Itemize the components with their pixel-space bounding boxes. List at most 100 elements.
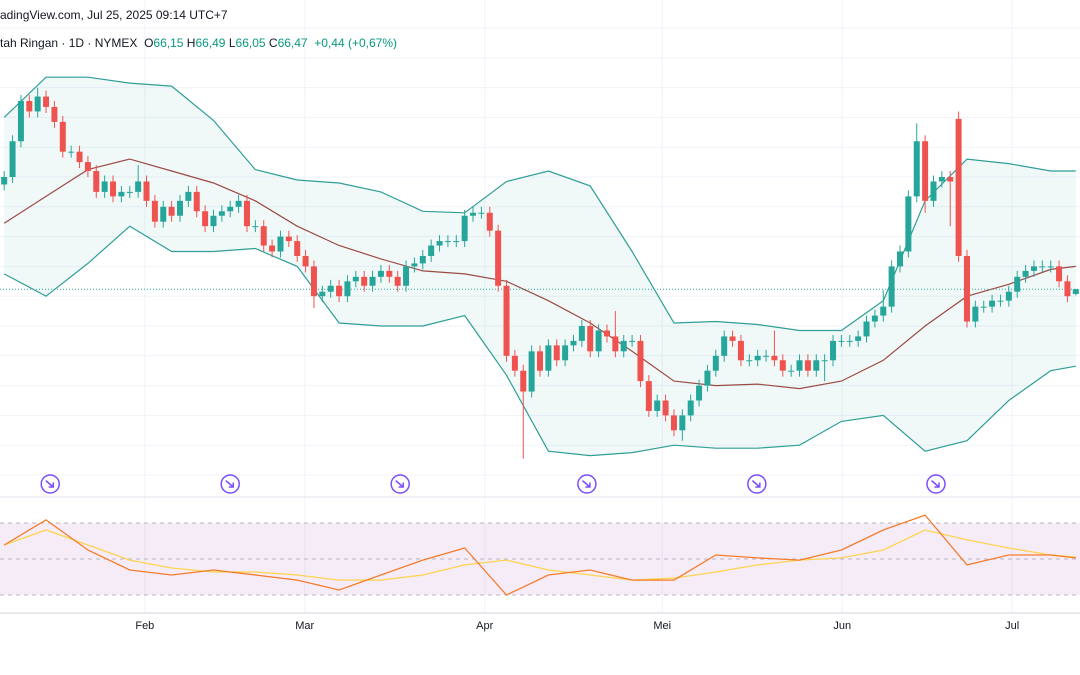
- candle: [846, 334, 853, 347]
- candle: [645, 375, 652, 417]
- x-tick-label: Jun: [833, 620, 851, 632]
- ohlc-key: O: [144, 36, 154, 50]
- candle-body: [135, 181, 142, 192]
- candle: [1030, 260, 1037, 277]
- candle: [654, 394, 661, 417]
- candle: [369, 270, 376, 292]
- candle: [629, 334, 636, 347]
- candle-body: [880, 306, 887, 316]
- candle-body: [679, 415, 686, 431]
- candle-body: [151, 200, 158, 222]
- candle-body: [411, 263, 418, 267]
- candle-body: [310, 266, 317, 297]
- candle: [888, 260, 895, 313]
- candle-body: [972, 306, 979, 322]
- candle-body: [863, 321, 870, 337]
- candle: [1, 171, 8, 191]
- candle-body: [938, 177, 945, 182]
- candle: [444, 235, 451, 248]
- candle-body: [336, 285, 343, 297]
- candle: [855, 330, 862, 347]
- candle-body: [436, 241, 443, 246]
- candle-body: [327, 285, 334, 292]
- event-marker: [40, 474, 60, 494]
- candle: [9, 135, 16, 183]
- candle: [269, 239, 276, 258]
- candle: [327, 279, 334, 298]
- candle: [1039, 260, 1046, 273]
- candle: [938, 171, 945, 188]
- event-marker: [926, 474, 946, 494]
- candle-body: [218, 211, 225, 216]
- candle-body: [520, 370, 527, 392]
- candle: [1072, 288, 1079, 296]
- candle: [453, 235, 460, 248]
- event-arrow: [225, 480, 234, 488]
- candle-body: [729, 336, 736, 341]
- candle: [729, 330, 736, 347]
- change: +0,44: [314, 36, 345, 50]
- candle: [101, 175, 108, 198]
- candle-body: [654, 400, 661, 411]
- rsi-line: [3, 514, 1076, 596]
- candle-body: [386, 270, 393, 277]
- candle-body: [838, 340, 845, 342]
- candle: [93, 165, 100, 198]
- candle: [503, 279, 510, 362]
- candle-body: [444, 241, 451, 243]
- candle: [177, 194, 183, 222]
- candle-body: [1005, 291, 1012, 301]
- candle: [68, 145, 75, 158]
- candle-body: [26, 101, 33, 112]
- candle: [905, 190, 912, 258]
- candle: [963, 250, 970, 328]
- candle: [570, 334, 577, 352]
- candle-body: [352, 276, 359, 282]
- band-middle: [3, 158, 1076, 390]
- candle-body: [160, 206, 167, 222]
- candle-body: [185, 191, 192, 201]
- candle-body: [620, 340, 627, 352]
- candle-body: [687, 400, 694, 416]
- candle-body: [143, 181, 150, 201]
- candle: [537, 345, 543, 377]
- candle-body: [118, 191, 125, 197]
- candle: [637, 334, 644, 388]
- candle: [696, 379, 703, 407]
- candle: [972, 300, 979, 328]
- candle-body: [1056, 266, 1063, 282]
- candle: [553, 339, 560, 367]
- candle-body: [511, 355, 518, 371]
- event-marker: [220, 474, 240, 494]
- candle: [361, 270, 368, 292]
- candle-body: [1, 177, 8, 185]
- x-tick-label: Mei: [653, 620, 671, 632]
- ohlc-value: 66,15: [153, 36, 184, 50]
- candle: [737, 334, 744, 367]
- candle-body: [177, 200, 183, 216]
- candle-body: [537, 351, 543, 371]
- candle: [603, 324, 610, 343]
- candle: [260, 220, 267, 252]
- candle: [210, 209, 217, 233]
- candle: [520, 364, 527, 459]
- candle-body: [294, 241, 301, 256]
- candle-body: [670, 415, 677, 431]
- x-tick-label: Feb: [135, 620, 154, 632]
- candle-body: [43, 96, 50, 107]
- candle-body: [369, 276, 376, 286]
- event-arrow: [45, 480, 54, 488]
- candle: [377, 264, 384, 283]
- ohlc-key: H: [186, 36, 196, 50]
- candle-body: [737, 340, 744, 361]
- candle: [310, 260, 317, 309]
- candle-body: [319, 291, 326, 297]
- candle-body: [754, 355, 761, 361]
- candle-body: [59, 121, 66, 152]
- candle: [880, 290, 887, 322]
- candle: [185, 185, 192, 207]
- candle-body: [461, 215, 468, 242]
- candle-body: [377, 270, 384, 277]
- candle-body: [888, 266, 895, 307]
- candle-body: [570, 340, 577, 346]
